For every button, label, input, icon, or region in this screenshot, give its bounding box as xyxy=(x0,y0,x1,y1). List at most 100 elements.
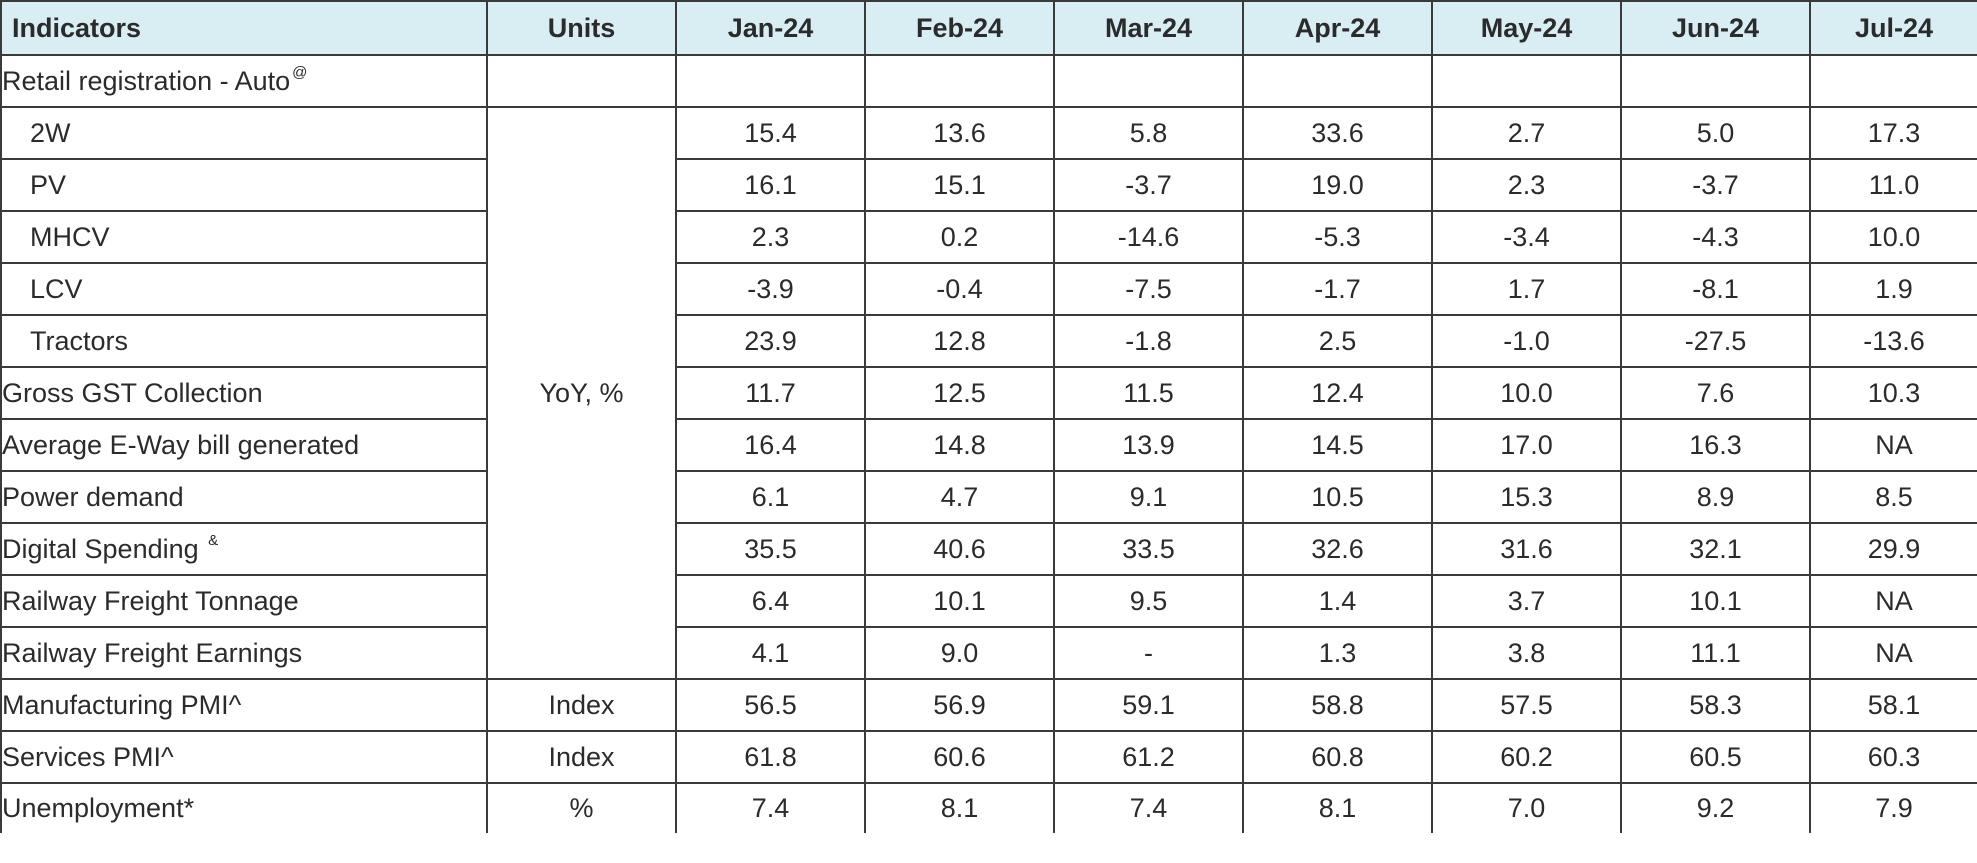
unit-cell: Index xyxy=(486,678,677,732)
table-cell: 16.4 xyxy=(675,418,866,472)
indicator-label-text: Railway Freight Tonnage xyxy=(2,585,299,616)
table-cell: 6.4 xyxy=(675,574,866,628)
unit-cell: Index xyxy=(486,730,677,784)
table-cell: -13.6 xyxy=(1809,314,1977,368)
table-cell: 3.7 xyxy=(1431,574,1622,628)
table-cell: 5.0 xyxy=(1620,106,1811,160)
table-cell: 17.0 xyxy=(1431,418,1622,472)
table-cell xyxy=(1809,54,1977,108)
table-cell: 58.1 xyxy=(1809,678,1977,732)
table-cell: -14.6 xyxy=(1053,210,1244,264)
table-cell xyxy=(1242,54,1433,108)
retail-registration-text: Retail registration - Auto xyxy=(2,65,291,96)
table-cell: 16.3 xyxy=(1620,418,1811,472)
table-cell: -8.1 xyxy=(1620,262,1811,316)
table-cell: 14.8 xyxy=(864,418,1055,472)
table-cell: 11.0 xyxy=(1809,158,1977,212)
table-cell: NA xyxy=(1809,418,1977,472)
table-cell: 9.5 xyxy=(1053,574,1244,628)
table-cell: 11.7 xyxy=(675,366,866,420)
table-cell: 2.3 xyxy=(1431,158,1622,212)
table-row: 2W YoY, % 15.4 13.6 5.8 33.6 2.7 5.0 17.3 xyxy=(0,106,1977,680)
table-cell: 14.5 xyxy=(1242,418,1433,472)
table-cell: 3.8 xyxy=(1431,626,1622,680)
table-cell xyxy=(1431,54,1622,108)
table-cell: NA xyxy=(1809,574,1977,628)
table-cell: 13.6 xyxy=(864,106,1055,160)
table-cell: 10.0 xyxy=(1809,210,1977,264)
indicator-label: Digital Spending & xyxy=(0,522,488,576)
table-cell: 1.7 xyxy=(1431,262,1622,316)
table-cell: 31.6 xyxy=(1431,522,1622,576)
indicator-label-text: Railway Freight Earnings xyxy=(2,637,303,668)
table-cell: 40.6 xyxy=(864,522,1055,576)
table-cell: 9.2 xyxy=(1620,782,1811,833)
indicator-label-text: LCV xyxy=(30,273,83,304)
table-cell: 33.6 xyxy=(1242,106,1433,160)
table-cell: 4.1 xyxy=(675,626,866,680)
retail-registration-label: Retail registration - Auto @ xyxy=(0,54,488,108)
table-cell: 12.5 xyxy=(864,366,1055,420)
header-month: May-24 xyxy=(1431,0,1622,56)
table-cell: 58.8 xyxy=(1242,678,1433,732)
table-cell: 7.0 xyxy=(1431,782,1622,833)
indicator-label: Services PMI^ xyxy=(0,730,488,784)
table-cell: 35.5 xyxy=(675,522,866,576)
indicator-label: Manufacturing PMI^ xyxy=(0,678,488,732)
unit-cell: % xyxy=(486,782,677,833)
indicator-label: Gross GST Collection xyxy=(0,366,488,420)
table-cell: 61.8 xyxy=(675,730,866,784)
table-cell xyxy=(675,54,866,108)
table-cell: 0.2 xyxy=(864,210,1055,264)
header-month: Apr-24 xyxy=(1242,0,1433,56)
table-cell: 8.1 xyxy=(864,782,1055,833)
table-cell: 10.1 xyxy=(1620,574,1811,628)
retail-registration-unit xyxy=(486,54,677,108)
table-cell: 32.1 xyxy=(1620,522,1811,576)
header-units: Units xyxy=(486,0,677,56)
indicator-label: Average E-Way bill generated xyxy=(0,418,488,472)
table-row-retail-registration: Retail registration - Auto @ xyxy=(0,54,1977,108)
table-cell: 12.4 xyxy=(1242,366,1433,420)
indicator-label-text: Power demand xyxy=(2,481,184,512)
table-cell: 33.5 xyxy=(1053,522,1244,576)
header-month: Jun-24 xyxy=(1620,0,1811,56)
indicator-label: PV xyxy=(0,158,488,212)
table-row: Manufacturing PMI^ Index 56.5 56.9 59.1 58.8 5… xyxy=(0,678,1977,732)
table-cell: 17.3 xyxy=(1809,106,1977,160)
table-cell: 10.5 xyxy=(1242,470,1433,524)
header-month: Mar-24 xyxy=(1053,0,1244,56)
header-month: Jan-24 xyxy=(675,0,866,56)
table-body: Retail registration - Auto @ 2W YoY, % 15.4… xyxy=(0,54,1977,833)
table-cell: -3.7 xyxy=(1053,158,1244,212)
indicator-label-text: MHCV xyxy=(30,221,110,252)
table-cell xyxy=(1620,54,1811,108)
table-row: Average E-Way bill generated 16.4 14.8 13.9… xyxy=(0,418,1977,472)
indicator-label-text: Average E-Way bill generated xyxy=(2,429,360,460)
table-cell: 2.7 xyxy=(1431,106,1622,160)
table-cell: 61.2 xyxy=(1053,730,1244,784)
table-cell: 57.5 xyxy=(1431,678,1622,732)
table-cell: 60.3 xyxy=(1809,730,1977,784)
table-cell: 6.1 xyxy=(675,470,866,524)
table-cell: 1.3 xyxy=(1242,626,1433,680)
table-cell: 60.5 xyxy=(1620,730,1811,784)
table-header: Indicators Units Jan-24 Feb-24 Mar-24 Apr-2… xyxy=(0,0,1977,56)
retail-registration-note: @ xyxy=(292,63,308,81)
table-cell: -0.4 xyxy=(864,262,1055,316)
table-cell: - xyxy=(1053,626,1244,680)
table-cell: 2.5 xyxy=(1242,314,1433,368)
indicator-label: Railway Freight Earnings xyxy=(0,626,488,680)
table-cell: 1.9 xyxy=(1809,262,1977,316)
table-cell: 11.5 xyxy=(1053,366,1244,420)
header-month: Feb-24 xyxy=(864,0,1055,56)
indicator-label: Tractors xyxy=(0,314,488,368)
indicator-label-text: Tractors xyxy=(30,325,129,356)
table-cell: -3.7 xyxy=(1620,158,1811,212)
table-cell: 13.9 xyxy=(1053,418,1244,472)
table-row: Gross GST Collection 11.7 12.5 11.5 12.4 10.0… xyxy=(0,366,1977,420)
table-cell: 2.3 xyxy=(675,210,866,264)
indicator-label: MHCV xyxy=(0,210,488,264)
table-cell: 60.8 xyxy=(1242,730,1433,784)
indicator-label-text: 2W xyxy=(30,117,71,148)
